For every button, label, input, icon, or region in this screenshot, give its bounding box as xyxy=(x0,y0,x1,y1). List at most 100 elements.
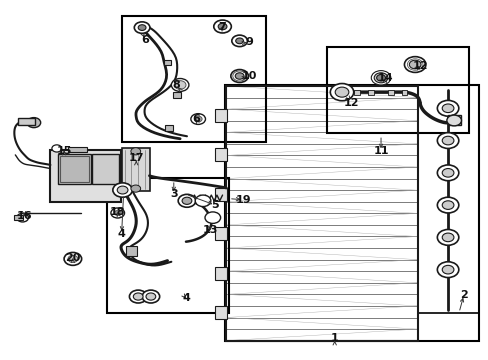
Bar xyxy=(68,147,87,152)
Circle shape xyxy=(138,25,146,31)
Bar xyxy=(107,178,228,313)
Bar xyxy=(18,118,35,126)
Circle shape xyxy=(441,265,453,274)
Bar xyxy=(353,90,359,95)
Circle shape xyxy=(146,293,156,300)
Text: 12: 12 xyxy=(411,61,427,71)
Circle shape xyxy=(213,20,231,33)
Circle shape xyxy=(334,87,348,97)
Bar xyxy=(126,246,137,256)
Bar xyxy=(122,148,150,191)
Text: 6: 6 xyxy=(142,35,149,45)
Text: 15: 15 xyxy=(56,145,72,156)
Circle shape xyxy=(204,212,220,224)
Circle shape xyxy=(441,233,453,242)
Bar xyxy=(215,148,226,161)
Circle shape xyxy=(446,115,461,126)
Circle shape xyxy=(235,73,244,79)
Text: 8: 8 xyxy=(172,80,180,90)
Circle shape xyxy=(408,60,420,69)
Text: 20: 20 xyxy=(65,253,81,263)
Text: 4: 4 xyxy=(118,229,125,239)
Bar xyxy=(60,156,89,182)
Bar xyxy=(215,188,226,201)
Text: 3: 3 xyxy=(170,189,177,199)
Bar xyxy=(387,90,393,95)
Text: 1: 1 xyxy=(330,333,338,343)
Circle shape xyxy=(134,22,150,33)
Circle shape xyxy=(52,145,61,152)
Bar xyxy=(58,154,91,184)
Text: 4: 4 xyxy=(182,293,189,303)
Bar xyxy=(164,125,172,131)
Circle shape xyxy=(373,73,387,83)
Circle shape xyxy=(376,75,385,81)
Bar xyxy=(447,116,460,126)
Circle shape xyxy=(171,78,188,91)
Circle shape xyxy=(64,252,81,265)
Circle shape xyxy=(441,104,453,113)
Bar xyxy=(367,90,373,95)
Circle shape xyxy=(113,183,132,197)
Circle shape xyxy=(131,185,141,192)
Circle shape xyxy=(441,136,453,145)
Text: 19: 19 xyxy=(235,195,251,205)
Text: 18: 18 xyxy=(110,207,125,217)
Circle shape xyxy=(129,290,147,303)
Circle shape xyxy=(174,81,185,89)
Circle shape xyxy=(111,208,124,218)
Text: 10: 10 xyxy=(241,71,257,81)
Bar xyxy=(215,227,226,240)
Circle shape xyxy=(436,165,458,181)
Text: 7: 7 xyxy=(218,22,226,32)
Text: 13: 13 xyxy=(202,225,218,235)
Circle shape xyxy=(218,23,226,30)
Bar xyxy=(215,267,226,280)
Circle shape xyxy=(370,71,390,85)
Circle shape xyxy=(441,168,453,177)
Circle shape xyxy=(142,290,159,303)
Text: 6: 6 xyxy=(191,114,199,124)
Text: 14: 14 xyxy=(377,73,393,83)
Circle shape xyxy=(182,197,191,204)
Bar xyxy=(173,92,181,98)
Bar xyxy=(163,59,171,65)
Circle shape xyxy=(190,114,205,125)
Bar xyxy=(50,149,121,202)
Text: 12: 12 xyxy=(344,98,359,108)
Circle shape xyxy=(194,116,202,122)
Circle shape xyxy=(178,194,195,207)
Text: 2: 2 xyxy=(459,290,467,300)
Circle shape xyxy=(117,186,128,194)
Bar xyxy=(224,85,478,341)
Text: 17: 17 xyxy=(128,153,143,163)
Circle shape xyxy=(68,255,78,262)
Circle shape xyxy=(436,197,458,213)
Bar xyxy=(92,154,119,184)
Circle shape xyxy=(17,213,28,222)
Bar xyxy=(14,215,23,220)
Circle shape xyxy=(441,201,453,210)
Circle shape xyxy=(230,69,248,82)
Circle shape xyxy=(436,262,458,278)
Text: 11: 11 xyxy=(372,146,388,156)
Circle shape xyxy=(131,148,141,155)
Bar xyxy=(122,16,266,142)
Circle shape xyxy=(235,38,243,44)
Circle shape xyxy=(330,84,353,101)
Circle shape xyxy=(436,133,458,148)
Bar xyxy=(215,109,226,122)
Circle shape xyxy=(27,118,41,128)
Text: 9: 9 xyxy=(245,37,253,47)
Text: 5: 5 xyxy=(211,200,219,210)
Circle shape xyxy=(436,229,458,245)
Circle shape xyxy=(436,100,458,116)
Bar xyxy=(401,90,407,95)
Circle shape xyxy=(133,293,143,300)
Circle shape xyxy=(404,57,425,72)
Bar xyxy=(327,47,468,134)
Circle shape xyxy=(114,211,121,216)
Bar xyxy=(225,86,417,341)
Bar xyxy=(215,306,226,319)
Circle shape xyxy=(195,195,210,207)
